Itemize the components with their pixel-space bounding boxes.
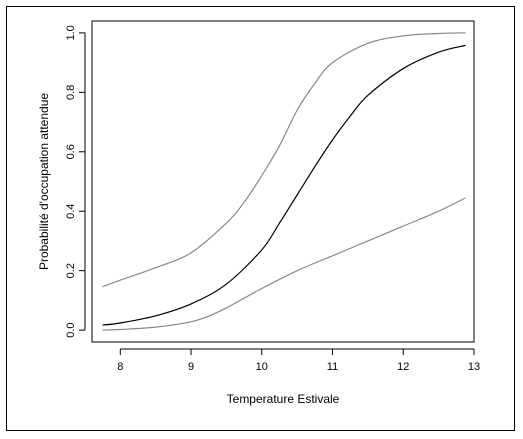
y-tick-label: 0.8 (65, 85, 77, 100)
y-tick-label: 0.2 (65, 263, 77, 278)
chart: 8 9 10 11 12 13 0.0 0.2 0.4 0.6 0.8 1.0 Temperatur… (37, 20, 480, 406)
series-line-2 (102, 197, 466, 331)
x-axis: 8 9 10 11 12 13 (117, 348, 480, 373)
y-tick-label: 0.0 (65, 322, 77, 337)
x-tick-label: 10 (256, 361, 268, 373)
x-tick-label: 11 (327, 361, 338, 373)
y-axis: 0.0 0.2 0.4 0.6 0.8 1.0 (65, 25, 86, 338)
y-axis-label: Probabilité d'occupation attendue (37, 93, 51, 270)
y-tick-label: 0.4 (65, 204, 77, 219)
figure-frame: 8 9 10 11 12 13 0.0 0.2 0.4 0.6 0.8 1.0 Temperatur… (6, 6, 515, 431)
x-tick-label: 12 (397, 361, 409, 373)
series-line-0 (102, 32, 466, 288)
y-tick-label: 1.0 (65, 25, 77, 40)
x-tick-label: 8 (117, 361, 123, 373)
x-tick-label: 13 (468, 361, 480, 373)
x-axis-label: Temperature Estivale (227, 392, 340, 406)
plot-area (91, 20, 475, 343)
x-tick-label: 9 (188, 361, 194, 373)
series-line-1 (102, 44, 466, 326)
y-tick-label: 0.6 (65, 144, 77, 159)
series-lines (102, 32, 466, 331)
